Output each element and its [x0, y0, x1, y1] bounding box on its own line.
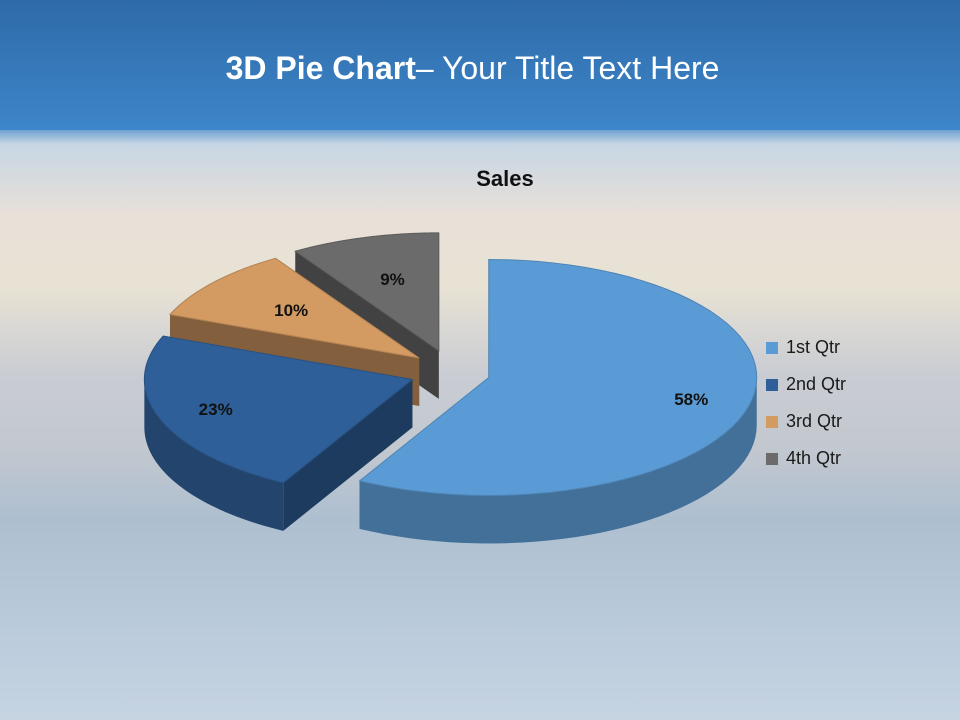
legend-swatch [766, 453, 778, 465]
title-bold: 3D Pie Chart [225, 50, 416, 86]
legend-label: 3rd Qtr [786, 411, 842, 431]
legend-label: 2nd Qtr [786, 374, 846, 394]
legend-swatch [766, 379, 778, 391]
legend-swatch [766, 416, 778, 428]
data-label: 58% [674, 390, 708, 409]
title-bar [0, 0, 960, 130]
slice [358, 258, 758, 496]
slice [169, 257, 420, 359]
slice-side [144, 379, 284, 531]
slice-side [359, 377, 757, 544]
legend-label: 4th Qtr [786, 448, 841, 468]
title-rest: – Your Title Text Here [415, 50, 720, 86]
chart-title: Sales [476, 166, 534, 191]
slice [358, 258, 758, 544]
legend-swatch [766, 342, 778, 354]
slide-title: 3D Pie Chart– Your Title Text Here [0, 50, 945, 87]
slice [143, 335, 414, 484]
data-label: 23% [199, 400, 233, 419]
legend-label: 1st Qtr [786, 337, 840, 357]
slice [294, 232, 440, 352]
slice [143, 335, 414, 531]
data-label: 10% [274, 301, 308, 320]
data-label: 9% [380, 270, 405, 289]
